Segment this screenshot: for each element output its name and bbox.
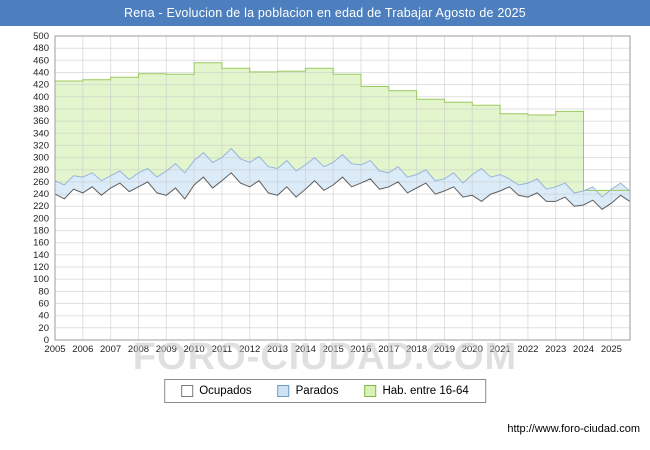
svg-text:2023: 2023: [545, 344, 566, 355]
svg-text:400: 400: [33, 92, 49, 103]
svg-text:2009: 2009: [156, 344, 177, 355]
legend-label-parados: Parados: [295, 385, 339, 397]
ocupados-swatch-icon: [181, 385, 194, 397]
svg-text:2016: 2016: [350, 344, 371, 355]
svg-text:180: 180: [33, 226, 49, 237]
svg-text:140: 140: [33, 250, 49, 261]
population-chart: 0204060801001201401601802002202402602803…: [33, 31, 631, 355]
svg-text:2018: 2018: [406, 344, 427, 355]
svg-text:480: 480: [33, 43, 49, 54]
svg-text:320: 320: [33, 140, 49, 151]
title-bar: Rena - Evolucion de la poblacion en edad…: [0, 0, 650, 26]
svg-text:2020: 2020: [462, 344, 483, 355]
svg-text:80: 80: [38, 286, 49, 297]
svg-text:340: 340: [33, 128, 49, 139]
parados-swatch-icon: [277, 385, 290, 397]
svg-text:460: 460: [33, 55, 49, 66]
svg-text:2019: 2019: [434, 344, 455, 355]
svg-text:440: 440: [33, 68, 49, 79]
legend-label-ocupados: Ocupados: [199, 385, 252, 397]
svg-text:500: 500: [33, 31, 49, 42]
svg-text:0: 0: [44, 335, 49, 346]
svg-text:2025: 2025: [601, 344, 622, 355]
svg-text:2024: 2024: [573, 344, 594, 355]
svg-text:160: 160: [33, 238, 49, 249]
chart-area: 0 20 40 60 80 100 120 140 160 180 200 220 240 260 280 3…: [0, 26, 650, 365]
svg-text:100: 100: [33, 274, 49, 285]
svg-text:2011: 2011: [212, 344, 232, 355]
svg-text:300: 300: [33, 153, 49, 164]
footer-url-link[interactable]: http://www.foro-ciudad.com: [507, 423, 640, 435]
svg-text:2010: 2010: [184, 344, 205, 355]
legend-box: Ocupados Parados Hab. entre 16-64: [164, 379, 486, 403]
svg-text:2013: 2013: [267, 344, 288, 355]
svg-text:2007: 2007: [100, 344, 121, 355]
svg-text:260: 260: [33, 177, 49, 188]
legend-item-hab-16-64: Hab. entre 16-64: [364, 385, 469, 397]
svg-text:2012: 2012: [239, 344, 260, 355]
legend-item-ocupados: Ocupados: [181, 385, 252, 397]
svg-text:380: 380: [33, 104, 49, 115]
svg-text:2008: 2008: [128, 344, 149, 355]
hab-16-64-swatch-icon: [364, 385, 377, 397]
svg-text:240: 240: [33, 189, 49, 200]
svg-text:2022: 2022: [517, 344, 538, 355]
svg-text:280: 280: [33, 165, 49, 176]
svg-text:200: 200: [33, 213, 49, 224]
svg-text:2015: 2015: [323, 344, 344, 355]
legend-label-hab-16-64: Hab. entre 16-64: [382, 385, 469, 397]
svg-text:2021: 2021: [490, 344, 511, 355]
svg-text:120: 120: [33, 262, 49, 273]
svg-text:40: 40: [38, 311, 49, 322]
svg-text:420: 420: [33, 80, 49, 91]
svg-text:220: 220: [33, 201, 49, 212]
svg-text:360: 360: [33, 116, 49, 127]
svg-text:2014: 2014: [295, 344, 316, 355]
svg-text:20: 20: [38, 323, 49, 334]
svg-text:2006: 2006: [72, 344, 93, 355]
svg-text:2017: 2017: [378, 344, 399, 355]
svg-text:60: 60: [38, 299, 49, 310]
chart-title: Rena - Evolucion de la poblacion en edad…: [124, 6, 526, 20]
svg-text:2005: 2005: [44, 344, 65, 355]
legend-item-parados: Parados: [277, 385, 339, 397]
